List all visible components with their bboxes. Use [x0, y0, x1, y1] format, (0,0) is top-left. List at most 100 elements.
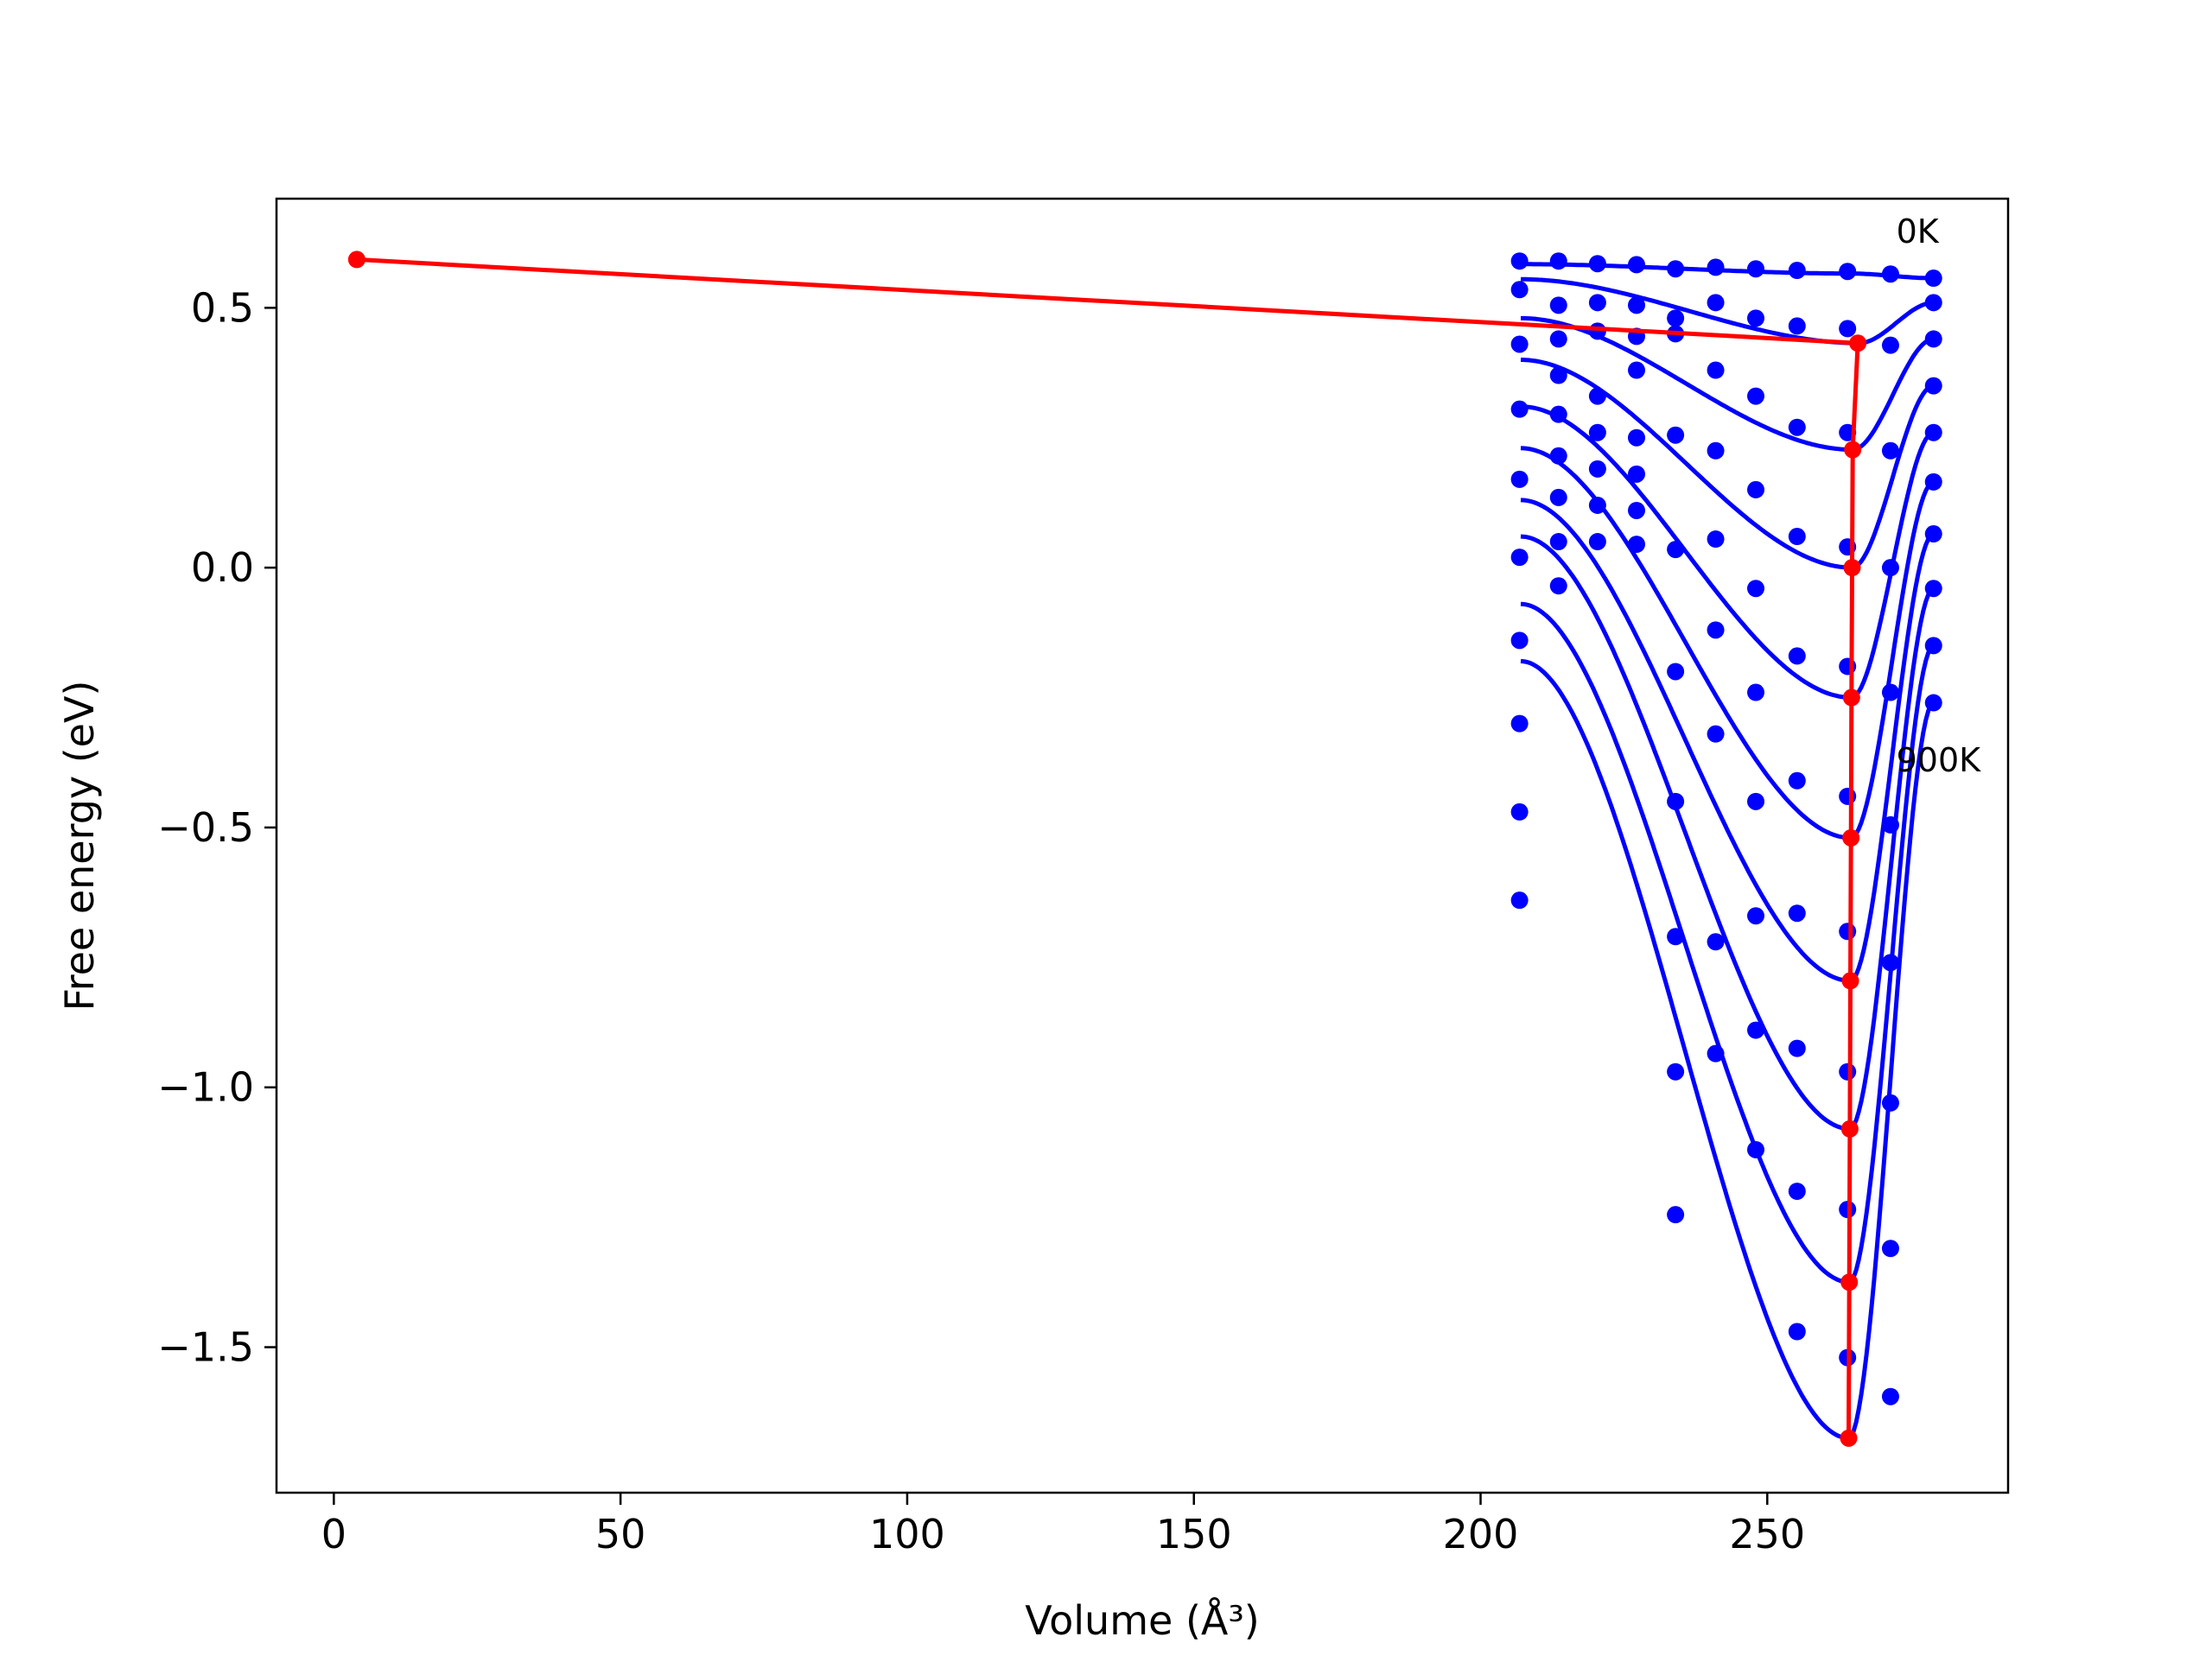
- data-point: [1667, 663, 1685, 681]
- x-tick-label: 200: [1443, 1511, 1519, 1557]
- data-point: [1747, 1140, 1765, 1158]
- equilibrium-point: [1840, 1120, 1859, 1138]
- fit-curve-4: [1520, 404, 1935, 700]
- data-point: [1707, 530, 1725, 549]
- data-point: [1667, 792, 1685, 810]
- data-point: [1549, 447, 1567, 465]
- data-point: [1924, 580, 1942, 598]
- data-point: [1549, 366, 1567, 384]
- data-point: [1881, 815, 1899, 834]
- data-point: [1924, 330, 1942, 348]
- data-point: [1924, 270, 1942, 288]
- data-point: [1628, 501, 1646, 519]
- temperature-annotation: 900K: [1897, 741, 1982, 779]
- equilibrium-point: [1840, 1429, 1858, 1447]
- fit-curve-8: [1520, 601, 1936, 1285]
- data-point: [1747, 387, 1765, 405]
- data-point: [1510, 714, 1529, 733]
- data-point: [1510, 891, 1529, 910]
- data-point: [1510, 335, 1529, 353]
- data-point: [1707, 1044, 1725, 1063]
- data-point: [1510, 549, 1529, 567]
- data-point: [1839, 263, 1857, 281]
- data-point: [1839, 923, 1857, 941]
- equilibrium-point: [1844, 441, 1862, 459]
- data-point: [1881, 441, 1899, 460]
- data-point: [1788, 317, 1806, 335]
- y-tick-label: −1.0: [157, 1064, 254, 1111]
- data-point: [1924, 694, 1942, 712]
- data-point: [1881, 1240, 1899, 1258]
- x-tick-label: 100: [869, 1511, 945, 1557]
- annotation-layer: 0K 900K: [1897, 213, 1982, 779]
- data-point: [1788, 904, 1806, 923]
- data-point: [1924, 294, 1942, 312]
- equilibrium-point: [1842, 828, 1860, 847]
- data-point: [1628, 536, 1646, 554]
- data-point: [1788, 418, 1806, 436]
- data-point: [1510, 802, 1529, 821]
- data-point: [1788, 1323, 1806, 1341]
- data-point: [1788, 771, 1806, 790]
- data-point: [1788, 647, 1806, 665]
- x-tick-label: 50: [595, 1511, 646, 1557]
- data-point: [1747, 1021, 1765, 1039]
- data-point: [1839, 320, 1857, 338]
- data-point: [1788, 1039, 1806, 1057]
- data-point: [1588, 423, 1606, 441]
- data-point: [1881, 1094, 1899, 1112]
- data-point: [1628, 296, 1646, 314]
- data-point: [1588, 460, 1606, 478]
- data-point: [1510, 400, 1529, 418]
- fit-curve-5: [1520, 446, 1935, 841]
- data-point: [1628, 256, 1646, 274]
- equilibrium-point: [1840, 1273, 1859, 1291]
- data-point: [1707, 621, 1725, 639]
- data-point: [1747, 580, 1765, 598]
- data-point: [1881, 683, 1899, 701]
- equilibrium-path-line: [356, 257, 1860, 1438]
- data-point: [1707, 361, 1725, 379]
- ticks-layer: 0 50 100 150 200 250 0.5 0.0 −0.5 −1.0 −1.5: [157, 284, 1805, 1557]
- data-point: [1788, 528, 1806, 546]
- data-point: [1667, 426, 1685, 444]
- data-point: [1881, 265, 1899, 283]
- data-point: [1881, 1387, 1899, 1405]
- equilibrium-point: [1841, 972, 1859, 990]
- fit-curve-3: [1521, 358, 1935, 570]
- data-point: [1924, 473, 1942, 491]
- data-point: [1747, 309, 1765, 327]
- equilibrium-point: [347, 251, 365, 269]
- data-point: [1588, 387, 1606, 405]
- x-tick-label: 250: [1729, 1511, 1805, 1557]
- data-point: [1667, 309, 1685, 327]
- data-point: [1667, 928, 1685, 946]
- data-point: [1881, 336, 1899, 354]
- data-point: [1510, 252, 1529, 270]
- data-point: [1549, 330, 1567, 348]
- data-point: [1747, 792, 1765, 810]
- x-tick-label: 0: [321, 1511, 346, 1557]
- data-point: [1588, 533, 1606, 551]
- data-point: [1839, 787, 1857, 805]
- data-point: [1707, 294, 1725, 312]
- data-point: [1588, 255, 1606, 273]
- data-point: [1881, 559, 1899, 577]
- data-point: [1707, 933, 1725, 951]
- equilibrium-point: [1842, 688, 1860, 707]
- y-tick-label: −0.5: [157, 804, 254, 851]
- data-point: [1747, 480, 1765, 498]
- y-axis-label: Free energy (eV): [56, 681, 103, 1012]
- data-point: [1588, 322, 1606, 340]
- data-point: [1881, 954, 1899, 972]
- data-point: [1628, 361, 1646, 379]
- data-point: [1549, 296, 1567, 314]
- data-point: [1924, 377, 1942, 395]
- temperature-annotation: 0K: [1897, 213, 1940, 251]
- data-point: [1924, 423, 1942, 441]
- y-tick-label: 0.5: [191, 284, 254, 331]
- data-point: [1747, 260, 1765, 278]
- y-tick-label: 0.0: [191, 544, 254, 591]
